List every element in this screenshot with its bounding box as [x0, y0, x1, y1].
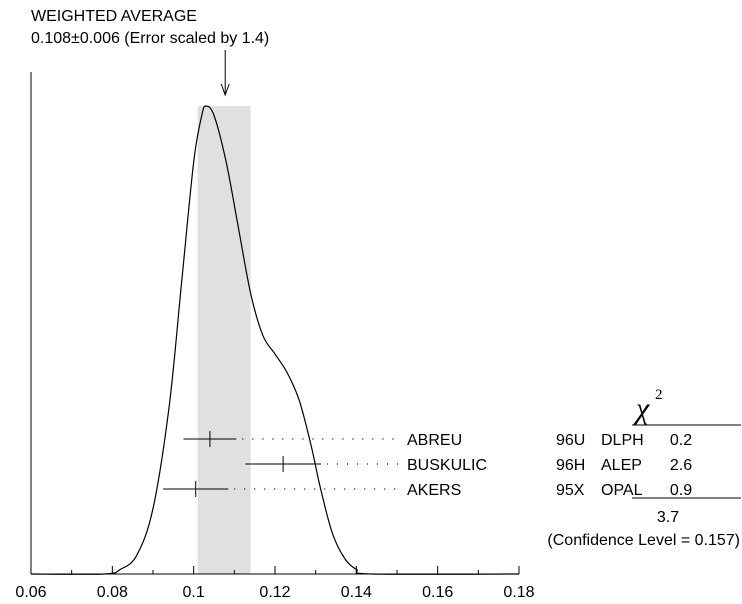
x-tick-label: 0.08 — [97, 584, 128, 601]
weighted-average-value: 0.108±0.006 (Error scaled by 1.4) — [31, 30, 269, 47]
weighted-average-band — [197, 106, 251, 574]
x-tick-label: 0.1 — [183, 584, 205, 601]
weighted-average-arrow — [220, 50, 230, 97]
measurement-experiment: DLPH — [601, 432, 644, 449]
x-tick-label: 0.14 — [341, 584, 372, 601]
measurement-author: BUSKULIC — [407, 457, 487, 474]
measurement-author: AKERS — [407, 482, 461, 499]
chi2-total: 3.7 — [657, 509, 679, 526]
chi2-symbol: χ — [633, 392, 650, 425]
x-tick-label: 0.06 — [15, 584, 46, 601]
measurement-list: ABREU 96U DLPH 0.2 BUSKULIC 96H ALEP 2.6 AKERS 95… — [163, 431, 692, 499]
x-axis-ticks: 0.06 0.08 0.1 0.12 0.14 0.16 0.18 — [15, 566, 535, 601]
measurement-ref: 96H — [556, 457, 585, 474]
measurement-ref: 96U — [556, 432, 585, 449]
x-tick-label: 0.16 — [422, 584, 453, 601]
chi2-exponent: 2 — [655, 387, 663, 403]
measurement-author: ABREU — [407, 432, 462, 449]
measurement-chi2: 0.2 — [670, 432, 692, 449]
arrow-head — [220, 83, 230, 97]
measurement-experiment: OPAL — [601, 482, 643, 499]
measurement-chi2: 0.9 — [670, 482, 692, 499]
measurement-ref: 95X — [556, 482, 585, 499]
measurement-experiment: ALEP — [601, 457, 642, 474]
confidence-level: (Confidence Level = 0.157) — [547, 532, 740, 549]
measurement-chi2: 2.6 — [670, 457, 692, 474]
chart-title: WEIGHTED AVERAGE — [31, 8, 197, 25]
x-tick-label: 0.12 — [259, 584, 290, 601]
ideogram-curve — [30, 105, 520, 575]
x-tick-label: 0.18 — [503, 584, 534, 601]
